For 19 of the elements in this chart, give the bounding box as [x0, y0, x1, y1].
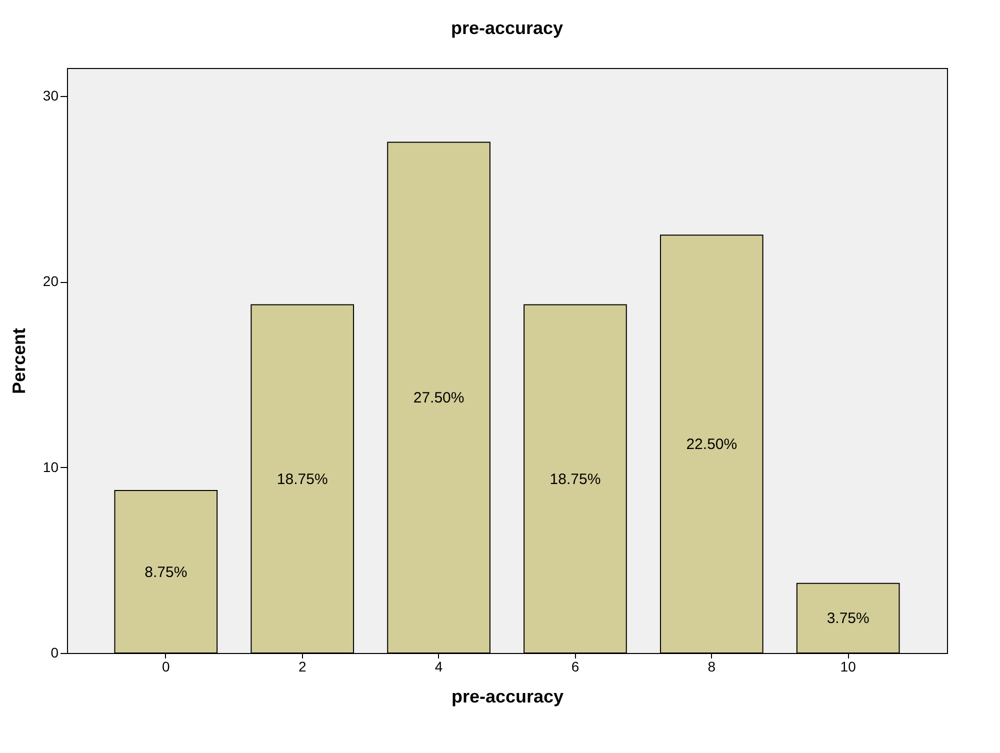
x-tick-label: 2: [298, 658, 306, 674]
x-tick-label: 0: [162, 658, 170, 674]
x-tick-label: 10: [840, 658, 856, 674]
y-axis-title: Percent: [8, 328, 29, 394]
chart-title: pre-accuracy: [450, 18, 564, 38]
x-tick-label: 4: [434, 658, 443, 674]
data-label: 22.50%: [686, 436, 738, 454]
data-label: 8.75%: [144, 564, 188, 581]
y-tick-label: 20: [42, 273, 59, 290]
data-label: 27.50%: [413, 390, 464, 407]
y-tick-label: 30: [42, 87, 59, 104]
x-axis-title: pre-accuracy: [451, 686, 564, 706]
y-tick-label: 0: [50, 644, 59, 660]
data-label: 18.75%: [276, 470, 328, 488]
x-tick-label: 6: [571, 658, 580, 674]
x-tick-label: 8: [708, 658, 716, 674]
data-label: 18.75%: [550, 470, 601, 488]
y-tick-label: 10: [42, 458, 59, 475]
data-label: 3.75%: [826, 610, 870, 628]
